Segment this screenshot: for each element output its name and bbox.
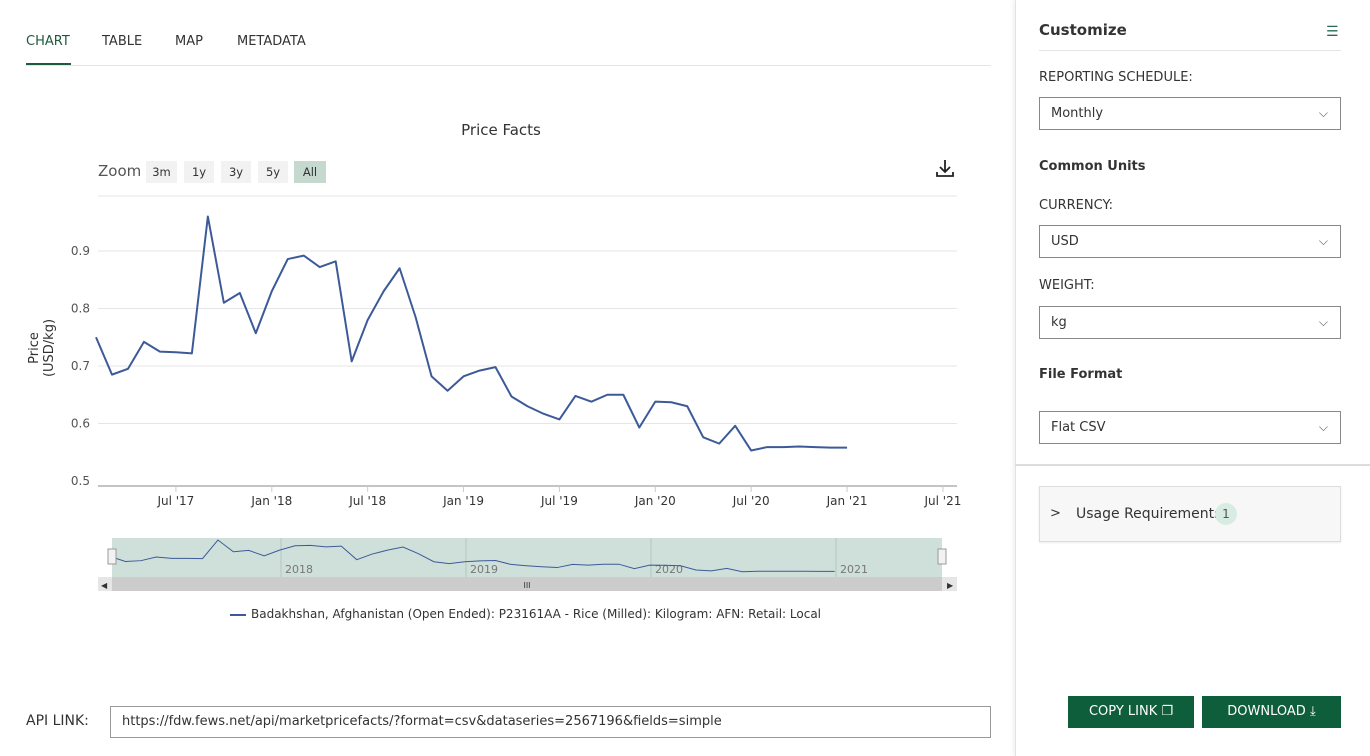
zoom-3y-button[interactable]: 3y [221,161,251,183]
copy-icon: ❐ [1161,704,1174,719]
download-icon[interactable] [935,158,955,182]
legend-swatch [230,613,246,616]
price-chart: 0.5 0.6 0.7 0.8 0.9 Jul '17 Jan '18 Jul '18 Jan … [71,195,962,591]
chevron-right-icon: > [1050,506,1061,521]
chart-title: Price Facts [461,121,541,139]
zoom-1y-button[interactable]: 1y [184,161,214,183]
api-link-input[interactable]: https://fdw.fews.net/api/marketpricefact… [110,706,991,738]
panel-section-divider [1015,464,1370,466]
chevron-down-icon: ⌵ [1318,234,1328,248]
x-tick-label: Jan '20 [634,494,676,508]
x-tick-label: Jul '17 [156,494,194,508]
y-tick-label: 0.5 [71,474,90,488]
api-link-label: API LINK: [26,713,89,729]
scrollbar-grip-icon[interactable]: III [523,581,530,590]
tab-metadata[interactable]: METADATA [237,34,306,49]
navigator-selection [112,538,942,577]
y-tick-label: 0.7 [71,359,90,373]
zoom-5y-button[interactable]: 5y [258,161,288,183]
x-tick-label: Jan '19 [442,494,484,508]
chevron-down-icon: ⌵ [1318,420,1328,434]
navigator-year-label: 2020 [655,563,683,576]
chevron-down-icon: ⌵ [1318,315,1328,329]
copy-link-button[interactable]: COPY LINK ❐ [1068,696,1194,728]
reporting-schedule-label: REPORTING SCHEDULE: [1039,70,1193,85]
download-icon: ⤓ [1309,704,1316,719]
y-tick-label: 0.9 [71,244,90,258]
y-tick-label: 0.8 [71,302,90,316]
navigator-year-label: 2021 [840,563,868,576]
navigator-handle[interactable] [937,548,947,565]
weight-label: WEIGHT: [1039,278,1095,293]
legend-item[interactable]: Badakhshan, Afghanistan (Open Ended): P2… [230,607,821,621]
panel-divider [1039,50,1341,51]
collapse-panel-icon[interactable]: ☰ [1326,24,1339,40]
x-tick-label: Jul '20 [732,494,770,508]
x-tick-label: Jul '19 [540,494,578,508]
x-tick-label: Jul '18 [348,494,386,508]
usage-requirements-label: Usage Requirements [1076,506,1222,522]
navigator-year-label: 2019 [470,563,498,576]
chevron-down-icon: ⌵ [1318,106,1328,120]
scroll-left-icon[interactable]: ◀ [101,581,108,590]
file-format-heading: File Format [1039,367,1123,382]
usage-count-badge: 1 [1215,503,1237,525]
file-format-select[interactable]: Flat CSV ⌵ [1039,411,1341,444]
tabs-divider [26,65,991,66]
navigator-handle[interactable] [107,548,117,565]
zoom-all-button[interactable]: All [294,161,326,183]
x-tick-label: Jan '18 [250,494,292,508]
scroll-right-icon[interactable]: ▶ [947,581,954,590]
zoom-label: Zoom [98,162,142,180]
download-button[interactable]: DOWNLOAD ⤓ [1202,696,1341,728]
zoom-3m-button[interactable]: 3m [146,161,177,183]
navigator-year-label: 2018 [285,563,313,576]
x-tick-label: Jan '21 [826,494,868,508]
y-tick-label: 0.6 [71,417,90,431]
customize-panel [1015,0,1370,756]
tab-active-underline [26,63,71,65]
tab-map[interactable]: MAP [175,34,203,49]
x-tick-label: Jul '21 [924,494,962,508]
weight-select[interactable]: kg ⌵ [1039,306,1341,339]
navigator-series-line [109,539,835,573]
reporting-schedule-select[interactable]: Monthly ⌵ [1039,97,1341,130]
series-line [95,215,848,452]
currency-label: CURRENCY: [1039,198,1114,213]
currency-select[interactable]: USD ⌵ [1039,225,1341,258]
legend-label: Badakhshan, Afghanistan (Open Ended): P2… [251,607,822,621]
panel-title: Customize [1039,21,1127,39]
navigator-scrollbar-thumb[interactable] [112,577,942,591]
usage-requirements-accordion[interactable]: > Usage Requirements 1 [1039,486,1341,542]
common-units-heading: Common Units [1039,159,1146,174]
tab-chart[interactable]: CHART [26,34,70,49]
tab-table[interactable]: TABLE [102,34,143,49]
